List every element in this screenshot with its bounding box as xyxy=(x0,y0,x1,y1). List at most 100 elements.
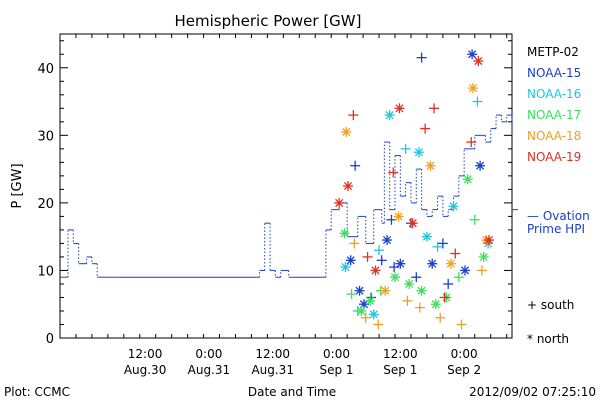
star-stroke xyxy=(405,279,414,289)
south-point-noaa-18 xyxy=(360,312,371,323)
star-stroke xyxy=(396,259,405,268)
x-tick-label-time: 0:00 xyxy=(451,347,478,361)
south-point-noaa-19 xyxy=(450,248,461,259)
x-axis-label: Date and Time xyxy=(248,385,336,399)
south-point-noaa-18 xyxy=(414,302,425,313)
north-point-noaa-18 xyxy=(425,160,436,171)
legend-entry-noaa-18: NOAA-18 xyxy=(527,129,581,143)
star-stroke xyxy=(474,56,483,66)
south-point-noaa-19 xyxy=(439,292,450,303)
star-stroke xyxy=(422,232,431,241)
star-stroke xyxy=(382,235,392,245)
north-point-noaa-15 xyxy=(395,258,406,269)
ovation-hpi-series xyxy=(60,114,518,278)
north-point-noaa-16 xyxy=(421,231,432,242)
star-stroke xyxy=(408,219,417,228)
south-point-noaa-15 xyxy=(411,272,422,283)
north-point-noaa-18 xyxy=(393,211,404,222)
north-point-noaa-17 xyxy=(430,299,441,310)
north-point-noaa-17 xyxy=(339,228,350,239)
ovation-label-line2: Prime HPI xyxy=(527,222,585,236)
star-stroke xyxy=(381,286,390,295)
star-stroke xyxy=(342,127,351,137)
north-point-noaa-16 xyxy=(340,262,351,273)
south-point-noaa-19 xyxy=(362,251,373,262)
x-tick-label-time: 0:00 xyxy=(323,347,350,361)
south-point-noaa-18 xyxy=(402,295,413,306)
marker-legend-south: + south xyxy=(527,298,574,312)
south-point-noaa-17 xyxy=(346,289,357,300)
star-stroke xyxy=(346,256,355,265)
star-stroke xyxy=(460,266,470,275)
y-tick-label: 0 xyxy=(46,332,54,347)
star-stroke xyxy=(414,148,424,157)
south-point-noaa-17 xyxy=(469,214,480,225)
south-point-noaa-18 xyxy=(435,312,446,323)
x-tick-label-time: 12:00 xyxy=(383,347,418,361)
south-point-noaa-16 xyxy=(472,96,483,107)
north-point-noaa-17 xyxy=(416,285,427,296)
y-axis: 0 10 20 30 40 xyxy=(37,40,512,347)
south-point-noaa-16 xyxy=(374,245,385,256)
star-stroke xyxy=(395,104,404,113)
x-axis: 12:00 Aug.30 0:00 Aug.31 12:00 Aug.31 0:00 Sep … xyxy=(59,34,508,377)
star-stroke xyxy=(476,161,485,170)
north-point-noaa-19 xyxy=(407,218,418,229)
north-point-noaa-18 xyxy=(341,126,352,137)
marker-legend-north: * north xyxy=(527,332,569,346)
star-stroke xyxy=(343,181,353,191)
legend-entry-metp-02: METP-02 xyxy=(527,45,579,59)
south-point-noaa-18 xyxy=(349,238,360,249)
y-tick-label: 20 xyxy=(37,197,54,212)
star-stroke xyxy=(417,286,426,295)
y-axis-label: P [GW] xyxy=(10,163,25,208)
star-stroke xyxy=(341,263,350,272)
x-tick-label-time: 12:00 xyxy=(128,347,163,361)
north-point-noaa-18 xyxy=(445,258,456,269)
x-tick-label-date: Sep 1 xyxy=(319,363,353,377)
north-point-noaa-19 xyxy=(483,235,494,246)
plot-timestamp: 2012/09/02 07:25:10 xyxy=(469,385,596,399)
star-stroke xyxy=(449,202,458,211)
star-stroke xyxy=(463,175,472,184)
north-point-noaa-17 xyxy=(404,278,415,289)
north-point-noaa-16 xyxy=(368,309,379,320)
north-point-noaa-15 xyxy=(467,49,478,60)
star-stroke xyxy=(357,306,366,316)
plot-frame xyxy=(59,33,513,339)
star-stroke xyxy=(369,310,378,319)
legend-entry-noaa-16: NOAA-16 xyxy=(527,87,581,101)
y-tick-label: 40 xyxy=(37,62,54,77)
x-tick-label-date: Aug.31 xyxy=(188,363,231,377)
x-tick-label-date: Aug.31 xyxy=(251,363,294,377)
satellite-points xyxy=(334,49,494,330)
north-point-noaa-15 xyxy=(382,235,393,246)
south-point-noaa-15 xyxy=(437,238,448,249)
north-point-noaa-17 xyxy=(365,295,376,306)
x-tick-label-date: Aug.30 xyxy=(124,363,167,377)
legend-entry-noaa-17: NOAA-17 xyxy=(527,108,581,122)
north-point-noaa-19 xyxy=(370,265,381,276)
plot-credit: Plot: CCMC xyxy=(4,385,70,399)
south-point-noaa-18 xyxy=(373,319,384,330)
star-stroke xyxy=(394,212,403,221)
north-point-noaa-15 xyxy=(427,258,438,269)
star-stroke xyxy=(431,300,440,309)
star-stroke xyxy=(468,83,478,93)
star-stroke xyxy=(355,286,364,295)
star-stroke xyxy=(484,235,494,245)
north-point-noaa-16 xyxy=(384,110,395,121)
north-point-noaa-16 xyxy=(448,201,459,212)
south-point-noaa-18 xyxy=(456,319,467,330)
north-point-noaa-19 xyxy=(473,56,484,67)
y-tick-label: 30 xyxy=(37,129,54,144)
south-point-noaa-15 xyxy=(376,255,387,266)
star-stroke xyxy=(428,259,437,268)
star-stroke xyxy=(479,252,488,261)
x-tick-label-time: 0:00 xyxy=(195,347,222,361)
south-point-noaa-19 xyxy=(466,137,477,148)
south-point-noaa-17 xyxy=(453,272,464,283)
north-point-noaa-17 xyxy=(356,305,367,316)
north-point-noaa-18 xyxy=(380,285,391,296)
